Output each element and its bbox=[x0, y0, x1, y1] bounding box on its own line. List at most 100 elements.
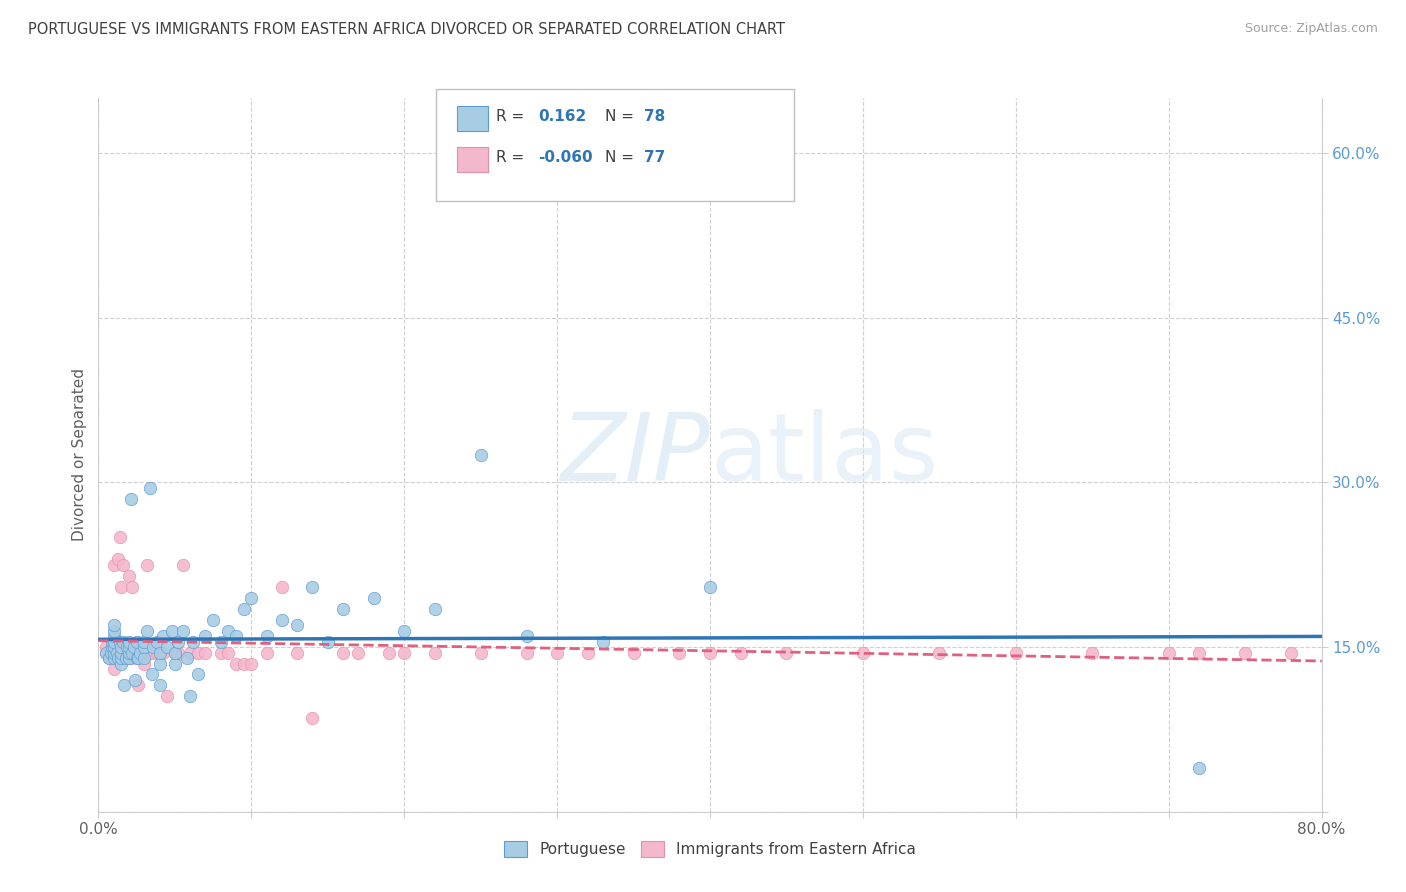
Text: PORTUGUESE VS IMMIGRANTS FROM EASTERN AFRICA DIVORCED OR SEPARATED CORRELATION C: PORTUGUESE VS IMMIGRANTS FROM EASTERN AF… bbox=[28, 22, 785, 37]
Point bbox=[103, 624, 125, 638]
Point bbox=[105, 651, 128, 665]
Point bbox=[110, 640, 132, 654]
Point bbox=[217, 624, 239, 638]
Point bbox=[108, 530, 131, 544]
Point bbox=[118, 634, 141, 648]
Point bbox=[270, 613, 292, 627]
Point bbox=[163, 646, 186, 660]
Point bbox=[101, 634, 124, 648]
Point bbox=[111, 634, 134, 648]
Point bbox=[145, 634, 167, 648]
Point bbox=[347, 646, 370, 660]
Point bbox=[134, 634, 156, 648]
Point bbox=[209, 646, 232, 660]
Point bbox=[124, 673, 146, 687]
Point bbox=[110, 646, 132, 660]
Point bbox=[122, 640, 145, 654]
Point bbox=[134, 651, 156, 665]
Point bbox=[1004, 646, 1026, 660]
Point bbox=[118, 568, 141, 582]
Point bbox=[115, 646, 138, 660]
Point bbox=[103, 651, 125, 665]
Point bbox=[152, 646, 174, 660]
Point bbox=[111, 558, 134, 572]
Point bbox=[730, 646, 752, 660]
Point bbox=[194, 646, 217, 660]
Text: atlas: atlas bbox=[710, 409, 938, 501]
Point bbox=[115, 651, 138, 665]
Point bbox=[98, 651, 121, 665]
Point bbox=[1188, 646, 1211, 660]
Point bbox=[149, 646, 172, 660]
Point bbox=[187, 646, 209, 660]
Text: 77: 77 bbox=[644, 151, 665, 165]
Point bbox=[112, 678, 135, 692]
Point bbox=[104, 651, 127, 665]
Point bbox=[97, 646, 120, 660]
Point bbox=[1234, 646, 1257, 660]
Point bbox=[121, 580, 143, 594]
Point bbox=[125, 651, 148, 665]
Point bbox=[118, 651, 141, 665]
Point bbox=[225, 629, 247, 643]
Point bbox=[576, 646, 599, 660]
Point bbox=[101, 640, 124, 654]
Point bbox=[167, 634, 190, 648]
Point bbox=[152, 629, 174, 643]
Point bbox=[120, 651, 142, 665]
Point bbox=[103, 634, 125, 648]
Point bbox=[209, 634, 232, 648]
Point bbox=[120, 491, 142, 506]
Point bbox=[163, 646, 186, 660]
Point bbox=[187, 667, 209, 681]
Point bbox=[110, 646, 132, 660]
Point bbox=[156, 690, 179, 704]
Point bbox=[103, 662, 125, 676]
Point bbox=[1157, 646, 1180, 660]
Text: -0.060: -0.060 bbox=[538, 151, 593, 165]
Point bbox=[194, 629, 217, 643]
Point bbox=[156, 640, 179, 654]
Point bbox=[128, 646, 150, 660]
Point bbox=[176, 651, 198, 665]
Point bbox=[256, 646, 278, 660]
Point bbox=[110, 657, 132, 671]
Point bbox=[127, 678, 149, 692]
Point bbox=[1081, 646, 1104, 660]
Text: R =: R = bbox=[496, 110, 530, 124]
Point bbox=[149, 678, 172, 692]
Point bbox=[163, 657, 186, 671]
Point bbox=[105, 646, 128, 660]
Point bbox=[125, 634, 148, 648]
Point bbox=[107, 552, 129, 566]
Point bbox=[392, 646, 416, 660]
Point bbox=[167, 646, 190, 660]
Text: Source: ZipAtlas.com: Source: ZipAtlas.com bbox=[1244, 22, 1378, 36]
Point bbox=[332, 601, 354, 615]
Point bbox=[103, 651, 125, 665]
Point bbox=[127, 651, 149, 665]
Point bbox=[134, 651, 156, 665]
Point bbox=[103, 629, 125, 643]
Point bbox=[145, 646, 167, 660]
Point bbox=[94, 646, 117, 660]
Point bbox=[107, 651, 129, 665]
Point bbox=[332, 646, 354, 660]
Point bbox=[172, 558, 194, 572]
Text: N =: N = bbox=[605, 110, 638, 124]
Point bbox=[181, 634, 204, 648]
Text: ZIP: ZIP bbox=[561, 409, 710, 500]
Point bbox=[141, 646, 163, 660]
Point bbox=[301, 711, 323, 725]
Point bbox=[202, 613, 225, 627]
Point bbox=[103, 640, 125, 654]
Point bbox=[117, 640, 139, 654]
Point bbox=[240, 657, 263, 671]
Point bbox=[125, 634, 148, 648]
Text: R =: R = bbox=[496, 151, 530, 165]
Text: N =: N = bbox=[605, 151, 638, 165]
Point bbox=[852, 646, 875, 660]
Legend: Portuguese, Immigrants from Eastern Africa: Portuguese, Immigrants from Eastern Afri… bbox=[496, 833, 924, 864]
Point bbox=[1279, 646, 1302, 660]
Point bbox=[149, 646, 172, 660]
